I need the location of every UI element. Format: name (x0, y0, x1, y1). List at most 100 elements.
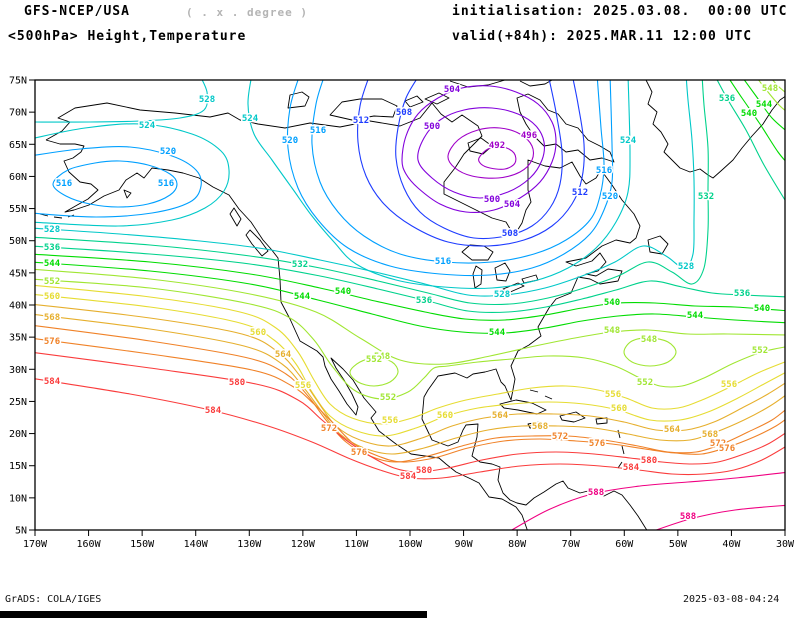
contour-line-520 (35, 146, 202, 218)
contour-line-536 (35, 245, 785, 314)
lon-tick-label: 30W (776, 539, 795, 550)
lat-tick-label: 20N (9, 429, 27, 440)
contour-line-540 (729, 80, 785, 162)
contour-label-504: 504 (444, 85, 461, 95)
contour-label-528: 528 (494, 290, 510, 300)
contour-label-580: 580 (229, 378, 245, 388)
contour-label-532: 532 (292, 260, 308, 270)
lon-tick-label: 60W (615, 539, 634, 550)
contour-label-496: 496 (521, 131, 537, 141)
contour-label-492: 492 (489, 141, 505, 151)
contour-label-584: 584 (400, 472, 417, 482)
contour-line-524 (35, 123, 230, 227)
contour-label-512: 512 (572, 188, 588, 198)
contour-label-552: 552 (366, 355, 382, 365)
contour-label-520: 520 (602, 192, 618, 202)
contour-label-512: 512 (353, 116, 369, 126)
contour-line-504 (401, 85, 557, 213)
lon-tick-label: 150W (130, 539, 155, 550)
contour-label-536: 536 (44, 243, 60, 253)
contour-line-556 (35, 284, 785, 425)
contour-line-492 (478, 146, 517, 170)
contour-line-588 (654, 504, 785, 530)
contour-label-500: 500 (424, 122, 440, 132)
contour-label-504: 504 (504, 200, 521, 210)
contour-line-528 (35, 80, 209, 123)
coastline (516, 93, 615, 163)
contour-label-540: 540 (604, 298, 620, 308)
contour-label-548: 548 (641, 335, 657, 345)
contour-line-588 (510, 472, 785, 530)
contour-label-584: 584 (623, 463, 640, 473)
contour-label-584: 584 (44, 377, 61, 387)
lat-tick-label: 75N (9, 76, 27, 87)
contour-label-500: 500 (484, 195, 500, 205)
coastline (645, 80, 785, 179)
lat-tick-label: 10N (9, 493, 27, 504)
contour-line-544 (743, 80, 785, 131)
contour-label-552: 552 (752, 346, 768, 356)
lon-tick-label: 80W (508, 539, 527, 550)
contour-label-524: 524 (139, 121, 156, 131)
contour-label-588: 588 (680, 512, 696, 522)
contour-line-576 (35, 338, 785, 463)
contour-line-520 (286, 80, 614, 277)
contour-line-516 (311, 80, 605, 264)
contour-label-560: 560 (437, 411, 453, 421)
contour-line-544 (35, 261, 785, 334)
contour-label-528: 528 (44, 225, 60, 235)
level-variable-title: <500hPa> Height,Temperature (8, 29, 247, 44)
contour-line-524 (247, 80, 631, 290)
contour-line-552 (349, 357, 399, 387)
contour-line-528 (35, 80, 695, 297)
contour-label-564: 564 (275, 350, 292, 360)
contour-label-544: 544 (687, 311, 704, 321)
contour-label-584: 584 (205, 406, 222, 416)
lat-tick-label: 40N (9, 301, 27, 312)
contour-label-516: 516 (158, 179, 174, 189)
coastline (287, 91, 398, 121)
contour-label-516: 516 (310, 126, 326, 136)
contour-label-556: 556 (605, 390, 621, 400)
contour-label-548: 548 (762, 84, 778, 94)
resolution-note: ( . x . degree ) (186, 6, 308, 19)
contour-label-560: 560 (44, 292, 60, 302)
contour-line-532 (35, 80, 709, 306)
contour-line-552 (772, 80, 785, 93)
contour-line-548 (757, 80, 785, 112)
contour-label-544: 544 (489, 328, 506, 338)
contour-line-572 (35, 325, 785, 463)
contour-label-556: 556 (721, 380, 737, 390)
contour-label-536: 536 (719, 94, 735, 104)
lon-tick-label: 170W (23, 539, 48, 550)
contour-label-532: 532 (698, 192, 714, 202)
contour-label-544: 544 (756, 100, 773, 110)
coastline (461, 244, 539, 294)
contour-line-508 (395, 80, 563, 240)
contour-label-536: 536 (416, 296, 432, 306)
contour-line-580 (35, 352, 785, 473)
model-title: GFS-NCEP/USA (24, 4, 130, 19)
coastline (647, 235, 669, 255)
lat-tick-label: 35N (9, 333, 27, 344)
contour-label-576: 576 (44, 337, 60, 347)
lon-tick-label: 120W (291, 539, 316, 550)
contour-label-548: 548 (604, 326, 620, 336)
contour-label-560: 560 (250, 328, 266, 338)
lat-tick-label: 60N (9, 172, 27, 183)
contour-label-572: 572 (321, 424, 337, 434)
contour-label-528: 528 (678, 262, 694, 272)
contour-label-508: 508 (396, 108, 412, 118)
contour-label-580: 580 (641, 456, 657, 466)
lon-tick-label: 50W (669, 539, 688, 550)
contour-line-560 (35, 293, 785, 437)
lat-tick-label: 25N (9, 397, 27, 408)
lat-tick-label: 65N (9, 140, 27, 151)
lat-tick-label: 5N (15, 526, 27, 537)
lat-tick-label: 70N (9, 108, 27, 119)
lon-tick-label: 90W (455, 539, 474, 550)
grads-credit: GrADS: COLA/IGES (5, 594, 102, 605)
valid-time-label: valid(+84h): 2025.MAR.11 12:00 UTC (452, 29, 753, 44)
